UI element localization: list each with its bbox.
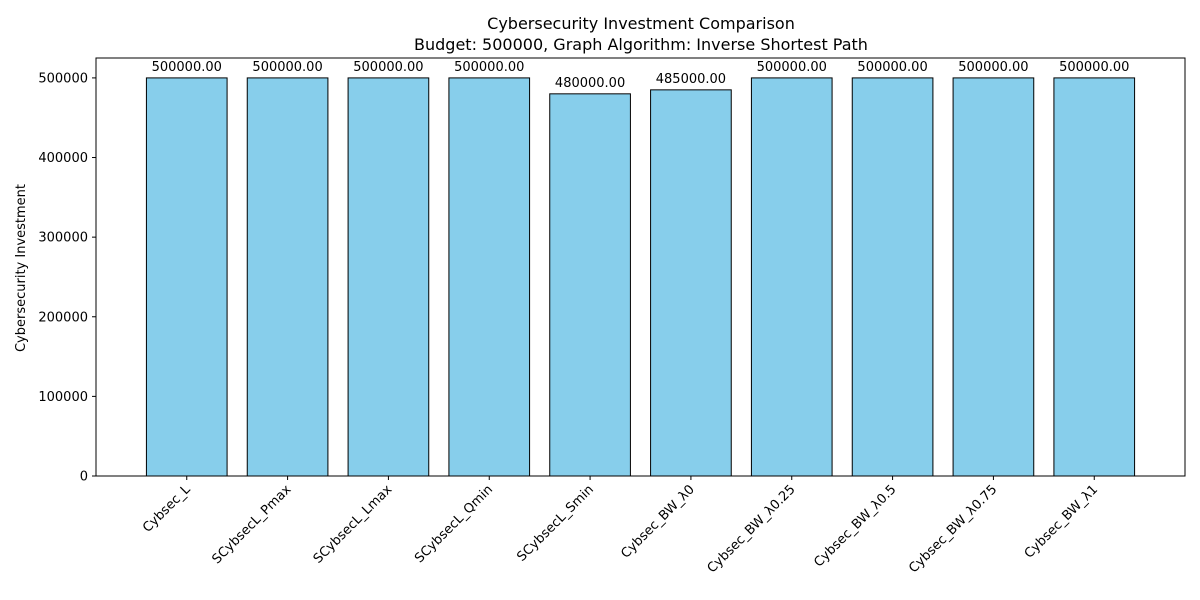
- y-tick-label-1: 0: [80, 470, 88, 485]
- x-tick-label-3: SCybsecL_Lmax: [311, 482, 396, 567]
- x-tick-label-1: Cybsec_L: [140, 482, 194, 536]
- x-tick-label-2: SCybsecL_Pmax: [209, 482, 294, 567]
- y-tick-label-2: 100000: [38, 390, 88, 405]
- bar-7: [750, 77, 833, 477]
- data-label-8: 500000.00: [857, 60, 927, 75]
- y-tick-label-6: 500000: [38, 71, 88, 86]
- bar-10: [1053, 77, 1136, 477]
- y-tick-label-4: 300000: [38, 231, 88, 246]
- bar-9: [952, 77, 1035, 477]
- data-labels-group: 500000.00 500000.00 500000.00 500000.00 4800…: [152, 60, 1130, 91]
- data-label-4: 500000.00: [454, 60, 524, 75]
- bar-1: [145, 77, 228, 477]
- x-tick-label-10: Cybsec_BW_λ1: [1022, 482, 1101, 561]
- x-axis-ticks: Cybsec_L SCybsecL_Pmax SCybsecL_Lmax SCybse…: [140, 476, 1101, 576]
- data-label-2: 500000.00: [252, 60, 322, 75]
- x-tick-label-4: SCybsecL_Qmin: [412, 482, 496, 566]
- y-tick-label-5: 400000: [38, 151, 88, 166]
- y-axis-label: Cybersecurity Investment: [14, 184, 29, 352]
- bar-4: [448, 77, 531, 477]
- bar-6: [650, 89, 732, 477]
- bars-group: [145, 77, 1136, 477]
- data-label-3: 500000.00: [353, 60, 423, 75]
- data-label-7: 500000.00: [757, 60, 827, 75]
- y-axis-ticks: 0 100000 200000 300000 400000 500000: [38, 71, 96, 485]
- data-label-1: 500000.00: [152, 60, 222, 75]
- bar-8: [851, 77, 934, 477]
- chart-title: Cybersecurity Investment Comparison: [487, 14, 795, 33]
- data-label-5: 480000.00: [555, 76, 625, 91]
- data-label-9: 500000.00: [958, 60, 1028, 75]
- data-label-10: 500000.00: [1059, 60, 1129, 75]
- bar-3: [347, 77, 430, 477]
- data-label-6: 485000.00: [656, 72, 726, 87]
- x-tick-label-9: Cybsec_BW_λ0.75: [906, 482, 1000, 576]
- bar-5: [549, 93, 631, 477]
- chart-subtitle: Budget: 500000, Graph Algorithm: Inverse…: [414, 35, 868, 54]
- y-tick-label-3: 200000: [38, 310, 88, 325]
- x-tick-label-5: SCybsecL_Smin: [514, 482, 597, 565]
- x-tick-label-7: Cybsec_BW_λ0.25: [705, 482, 799, 576]
- bar-2: [246, 77, 329, 477]
- x-tick-label-6: Cybsec_BW_λ0: [618, 482, 697, 561]
- x-tick-label-8: Cybsec_BW_λ0.5: [811, 482, 899, 570]
- plot-area-frame: [95, 57, 1186, 477]
